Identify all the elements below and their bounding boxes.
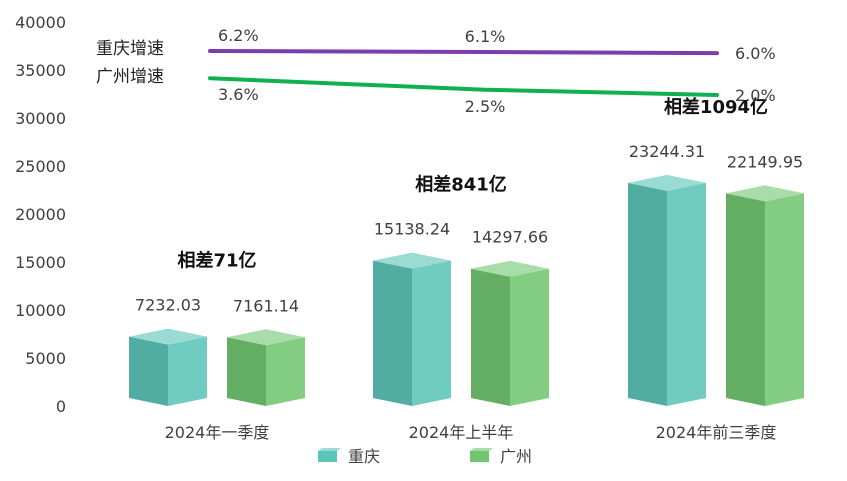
category-label-0: 2024年一季度 [165,423,270,442]
bar-重庆-2 [628,174,706,406]
bar-value-label-重庆-1: 15138.24 [374,220,450,239]
growth-line-重庆增速: 6.2% 6.1% 6.0% 重庆增速 [96,26,776,63]
y-tick-label-6: 30000 [15,109,66,128]
bar-top-face [227,329,305,346]
category-label-1: 2024年上半年 [409,423,514,442]
bar-top-face [726,185,804,202]
bar-left-face [471,268,510,406]
growth-line-path [208,49,719,56]
y-tick-label-7: 35000 [15,61,66,80]
y-tick-label-5: 25000 [15,157,66,176]
bar-left-face [373,260,412,406]
y-tick-label-1: 5000 [25,349,66,368]
growth-line-path [208,76,719,97]
bar-right-face [765,193,804,406]
bar-广州-0 [227,329,305,406]
bar-value-label-广州-0: 7161.14 [233,296,299,315]
legend-swatch-top [470,448,493,451]
legend-swatch-top [318,448,341,451]
category-label-2: 2024年前三季度 [656,423,777,442]
difference-label-2: 相差1094亿 [664,96,768,118]
bar-value-label-重庆-2: 23244.31 [629,142,705,161]
difference-labels: 相差71亿 相差841亿 相差1094亿 [177,96,768,272]
category-labels: 2024年一季度 2024年上半年 2024年前三季度 [165,423,777,442]
legend-swatch [318,451,337,462]
bar-right-face [667,182,706,406]
y-tick-label-2: 10000 [15,301,66,320]
bars [129,174,804,406]
growth-line-name-0: 重庆增速 [96,39,164,59]
growth-label-重庆增速-1: 6.1% [465,27,506,46]
growth-label-广州增速-2: 2.0% [735,86,776,105]
legend: 重庆 广州 [318,447,532,466]
y-tick-label-8: 40000 [15,13,66,32]
bar-left-face [628,182,667,406]
bar-value-label-广州-1: 14297.66 [472,228,548,247]
growth-label-广州增速-0: 3.6% [218,85,259,104]
growth-label-重庆增速-0: 6.2% [218,26,259,45]
legend-item-重庆: 重庆 [318,447,380,466]
bar-right-face [266,337,305,406]
legend-item-广州: 广州 [470,447,532,466]
bar-right-face [168,336,207,406]
bar-left-face [129,336,168,406]
bar-right-face [412,260,451,406]
legend-label-1: 广州 [500,447,532,466]
bar-重庆-1 [373,252,451,406]
legend-swatch [470,451,489,462]
bar-top-face [373,252,451,269]
y-tick-label-0: 0 [56,397,66,416]
bar-left-face [726,193,765,406]
difference-label-0: 相差71亿 [177,250,256,272]
bar-top-face [129,328,207,345]
difference-label-1: 相差841亿 [415,174,507,196]
bar-top-face [628,174,706,191]
y-tick-label-3: 15000 [15,253,66,272]
growth-label-重庆增速-2: 6.0% [735,44,776,63]
bar-广州-1 [471,260,549,406]
bar-广州-2 [726,185,804,406]
growth-line-name-1: 广州增速 [96,67,164,87]
bar-right-face [510,268,549,406]
bar-left-face [227,337,266,406]
y-axis: 0 5000 10000 15000 20000 25000 30000 35000 40000 [15,13,66,416]
bar-重庆-0 [129,328,207,406]
bar-value-labels: 7232.03 15138.24 23244.31 7161.14 14297.66 22… [135,142,803,315]
growth-lines: 6.2% 6.1% 6.0% 重庆增速 3.6% 2.5% 2.0% 广州增速 [96,26,776,116]
legend-label-0: 重庆 [348,447,380,466]
growth-line-广州增速: 3.6% 2.5% 2.0% 广州增速 [96,67,776,116]
bar-top-face [471,260,549,277]
bar-value-label-广州-2: 22149.95 [727,152,803,171]
bar-value-label-重庆-0: 7232.03 [135,296,201,315]
y-tick-label-4: 20000 [15,205,66,224]
growth-label-广州增速-1: 2.5% [465,97,506,116]
